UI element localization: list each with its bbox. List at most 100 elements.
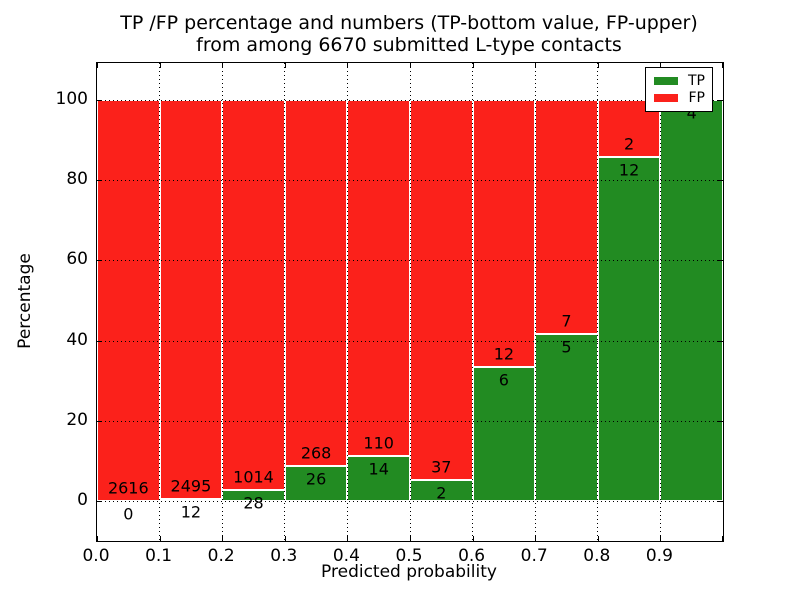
x-tick-label: 0.1 xyxy=(145,546,173,566)
y-tick-label: 100 xyxy=(55,89,88,109)
x-tickmark xyxy=(535,536,537,541)
x-tickmark xyxy=(660,536,662,541)
x-tickmark xyxy=(660,63,662,68)
x-tickmark xyxy=(347,536,349,541)
x-tick-label: 0.6 xyxy=(458,546,486,566)
x-tick-label: 0.5 xyxy=(395,546,423,566)
x-tickmark xyxy=(410,536,411,541)
fp-count-label: 1014 xyxy=(233,467,274,487)
gridline-vertical xyxy=(159,63,161,541)
x-tickmark xyxy=(472,536,474,541)
bar-segment-fp xyxy=(535,100,598,334)
x-tickmark xyxy=(722,536,723,541)
fp-count-label: 2 xyxy=(624,134,635,154)
y-tickmark xyxy=(97,420,102,422)
legend-swatch-fp xyxy=(654,94,678,103)
x-tick-label: 0.2 xyxy=(207,546,235,566)
x-tick-label: 0.0 xyxy=(82,546,110,566)
legend-swatch-tp xyxy=(654,76,678,85)
y-tick-label: 0 xyxy=(77,490,88,510)
y-tickmark xyxy=(97,180,102,182)
bar-segment-fp xyxy=(284,100,348,466)
fp-count-label: 2616 xyxy=(107,478,149,498)
x-tickmark xyxy=(284,63,286,68)
y-tickmark xyxy=(718,260,723,262)
bar-segment-tp xyxy=(347,455,410,501)
x-tickmark xyxy=(410,63,411,68)
fp-count-label: 2495 xyxy=(170,476,212,496)
y-tick-label: 80 xyxy=(66,169,88,190)
y-tickmark xyxy=(97,340,102,342)
x-tickmark xyxy=(535,63,537,68)
y-tickmark xyxy=(97,260,102,262)
bar-segment-tp xyxy=(660,100,723,501)
tp-count-label: 4 xyxy=(686,103,697,123)
gridline-vertical xyxy=(472,63,474,541)
fp-count-label: 268 xyxy=(300,443,332,463)
y-tickmark xyxy=(718,420,723,422)
bar-segment-tp xyxy=(472,367,536,501)
x-tick-label: 0.4 xyxy=(332,546,360,566)
y-tickmark xyxy=(718,340,723,342)
x-tickmark xyxy=(472,63,474,68)
bar-segment-fp xyxy=(472,100,536,368)
fp-count-label: 37 xyxy=(431,457,452,477)
chart-title-line1: TP /FP percentage and numbers (TP-bottom… xyxy=(120,12,698,34)
y-tickmark xyxy=(97,501,102,502)
y-tickmark xyxy=(718,100,723,101)
tp-count-label: 26 xyxy=(305,469,327,489)
legend-entry-tp: TP xyxy=(654,73,705,89)
x-tickmark xyxy=(722,63,723,68)
y-axis-label: Percentage xyxy=(15,253,35,349)
gridline-vertical xyxy=(597,63,599,541)
x-tickmark xyxy=(159,63,161,68)
bar-segment-tp xyxy=(284,465,348,501)
x-tick-label: 0.8 xyxy=(583,546,611,566)
tp-count-label: 0 xyxy=(123,504,134,524)
y-tickmark xyxy=(718,180,723,182)
legend-label: FP xyxy=(688,90,706,107)
bar-segment-fp xyxy=(410,100,473,481)
tp-count-label: 12 xyxy=(618,160,640,180)
x-tickmark xyxy=(97,536,98,541)
bar-segment-tp xyxy=(535,333,598,501)
tp-count-label: 5 xyxy=(561,337,572,357)
plot-area: 2616024951210142826826110143721267521204 xyxy=(96,62,724,542)
bar-segment-fp xyxy=(222,100,285,491)
x-tickmark xyxy=(159,536,161,541)
legend-label: TP xyxy=(688,72,705,89)
x-axis-label: Predicted probability xyxy=(321,562,497,582)
x-tickmark xyxy=(597,536,599,541)
bar-segment-tp xyxy=(597,157,661,501)
tp-count-label: 14 xyxy=(368,459,389,479)
y-tick-label: 60 xyxy=(66,249,88,270)
x-tickmark xyxy=(284,536,286,541)
gridline-vertical xyxy=(409,63,411,541)
fp-count-label: 12 xyxy=(493,344,515,364)
x-tick-label: 0.7 xyxy=(520,546,548,566)
legend-entry-fp: FP xyxy=(654,90,705,106)
x-tickmark xyxy=(597,63,599,68)
gridline-vertical xyxy=(221,63,223,541)
tp-count-label: 12 xyxy=(180,502,202,522)
y-tick-label: 40 xyxy=(66,329,88,350)
tp-count-label: 6 xyxy=(498,370,509,390)
fp-count-label: 7 xyxy=(561,311,572,331)
legend: TP FP xyxy=(645,67,713,112)
x-tickmark xyxy=(222,63,224,68)
tp-count-label: 2 xyxy=(436,483,447,503)
tp-count-label: 28 xyxy=(243,493,264,513)
fp-count-label: 110 xyxy=(363,433,394,453)
gridline-vertical xyxy=(534,63,536,541)
x-tickmark xyxy=(97,63,98,68)
x-tick-label: 0.3 xyxy=(270,546,298,566)
bar-segment-fp xyxy=(347,100,410,456)
bar-segment-fp xyxy=(159,100,223,500)
gridline-vertical xyxy=(346,63,348,541)
chart-title-line2: from among 6670 submitted L-type contact… xyxy=(196,34,622,56)
x-tick-label: 0.9 xyxy=(645,546,673,566)
bar-segment-fp xyxy=(97,100,160,501)
y-tickmark xyxy=(97,100,102,101)
gridline-vertical xyxy=(659,63,661,541)
